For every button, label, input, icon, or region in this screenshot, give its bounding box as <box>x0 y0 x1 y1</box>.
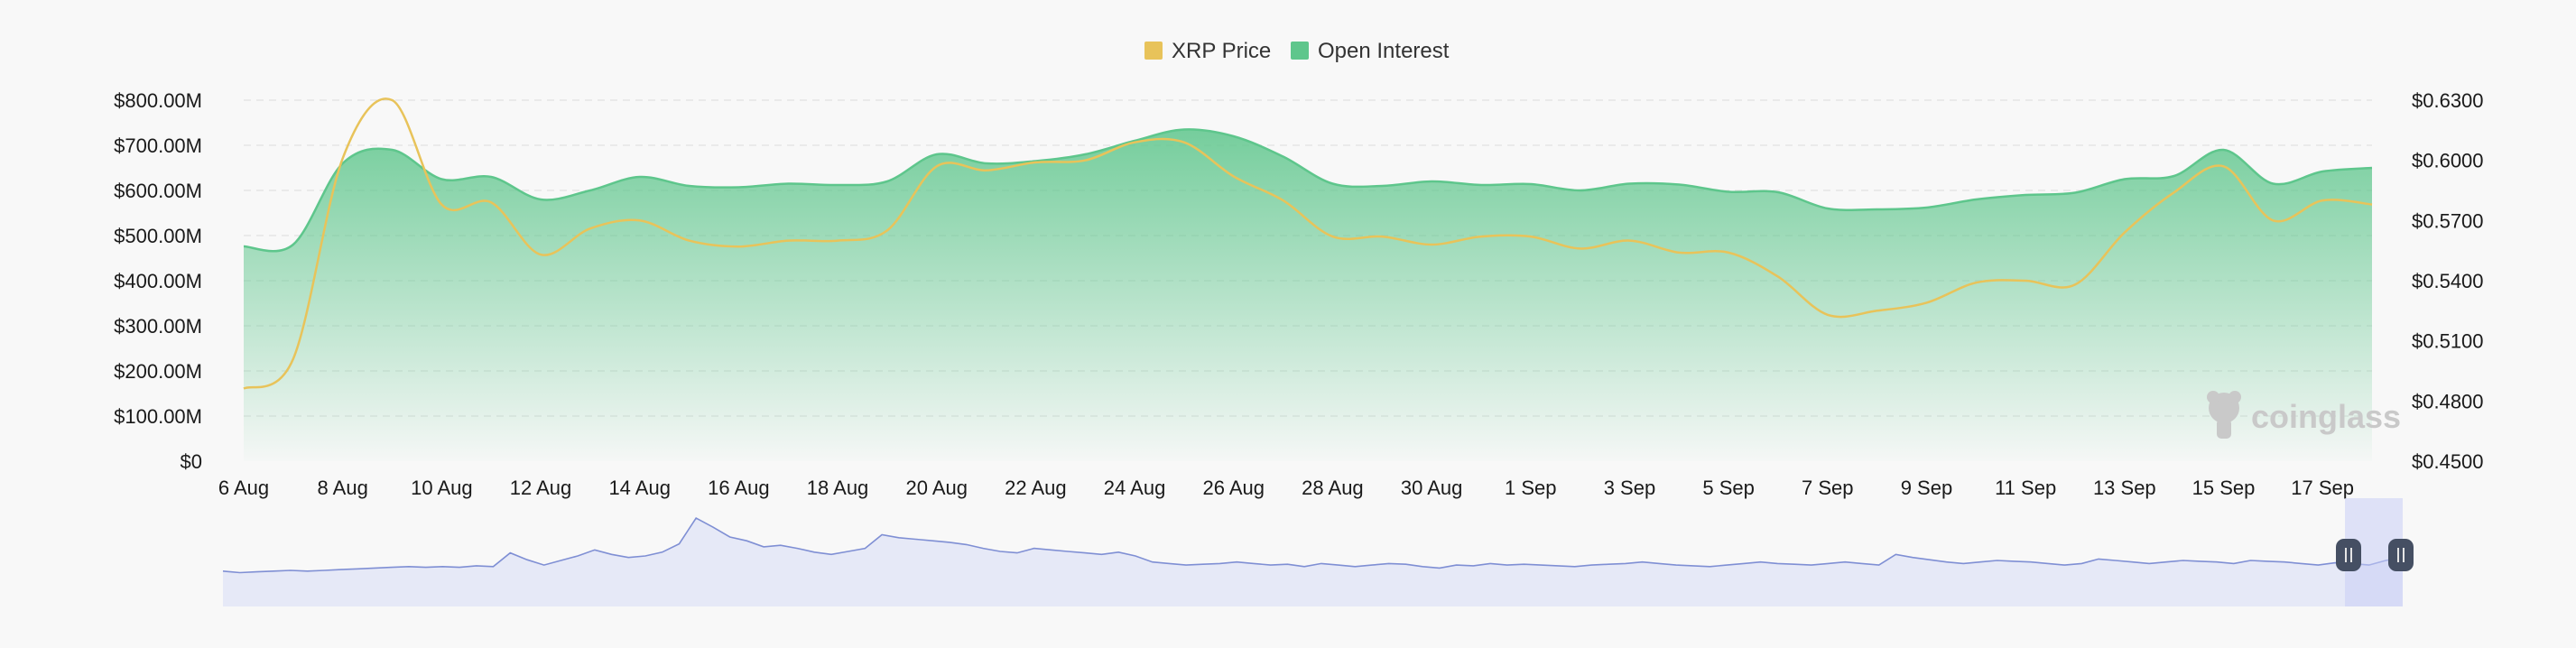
coinglass-watermark: coinglass <box>2207 391 2401 439</box>
navigator-line <box>222 516 2404 574</box>
x-axis-tick-label: 12 Aug <box>510 477 572 499</box>
x-axis: 6 Aug 8 Aug 10 Aug 12 Aug 14 Aug 16 Aug 18 Aug… <box>218 477 2354 499</box>
legend-item-open-interest[interactable]: Open Interest <box>1291 39 1450 63</box>
left-axis-tick-label: $700.00M <box>114 134 202 157</box>
x-axis-tick-label: 14 Aug <box>608 477 671 499</box>
x-axis-tick-label: 30 Aug <box>1401 477 1463 499</box>
x-axis-tick-label: 15 Sep <box>2192 477 2256 499</box>
right-axis-tick-label: $0.5700 <box>2412 209 2484 232</box>
open-interest-area <box>244 129 2372 461</box>
x-axis-tick-label: 5 Sep <box>1702 477 1755 499</box>
navigator-handle-left[interactable] <box>2336 539 2361 571</box>
navigator-handle-right[interactable] <box>2388 539 2414 571</box>
x-axis-tick-label: 9 Sep <box>1901 477 1953 499</box>
left-axis-tick-label: $0 <box>181 450 202 473</box>
left-axis-tick-label: $800.00M <box>114 89 202 112</box>
left-y-axis: $0 $100.00M $200.00M $300.00M $400.00M $500.0… <box>114 89 202 473</box>
x-axis-tick-label: 18 Aug <box>807 477 869 499</box>
right-axis-tick-label: $0.6300 <box>2412 89 2484 112</box>
open-interest-line <box>243 128 2373 253</box>
right-y-axis: $0.4500 $0.4800 $0.5100 $0.5400 $0.5700 $0.60… <box>2412 89 2484 473</box>
legend: XRP Price Open Interest <box>1144 39 1450 63</box>
legend-swatch-xrp-price <box>1144 42 1163 60</box>
xrp-price-line <box>243 97 2373 390</box>
x-axis-tick-label: 28 Aug <box>1302 477 1364 499</box>
x-axis-tick-label: 26 Aug <box>1202 477 1265 499</box>
x-axis-tick-label: 3 Sep <box>1604 477 1656 499</box>
left-axis-tick-label: $200.00M <box>114 360 202 383</box>
right-axis-tick-label: $0.5400 <box>2412 270 2484 292</box>
left-axis-tick-label: $600.00M <box>114 180 202 202</box>
right-axis-tick-label: $0.6000 <box>2412 150 2484 172</box>
x-axis-tick-label: 20 Aug <box>905 477 968 499</box>
x-axis-tick-label: 8 Aug <box>318 477 368 499</box>
left-axis-tick-label: $400.00M <box>114 270 202 292</box>
legend-swatch-open-interest <box>1291 42 1309 60</box>
left-axis-tick-label: $100.00M <box>114 405 202 428</box>
watermark-text: coinglass <box>2251 398 2401 435</box>
right-axis-tick-label: $0.5100 <box>2412 330 2484 353</box>
coinglass-logo-icon <box>2207 391 2241 439</box>
right-axis-tick-label: $0.4500 <box>2412 450 2484 473</box>
x-axis-tick-label: 11 Sep <box>1995 477 2056 499</box>
legend-label-open-interest: Open Interest <box>1318 39 1450 63</box>
x-axis-tick-label: 17 Sep <box>2291 477 2354 499</box>
x-axis-tick-label: 22 Aug <box>1005 477 1067 499</box>
navigator-area <box>223 518 2403 606</box>
x-axis-tick-label: 7 Sep <box>1802 477 1854 499</box>
navigator[interactable] <box>222 498 2414 606</box>
left-axis-tick-label: $500.00M <box>114 225 202 247</box>
x-axis-tick-label: 13 Sep <box>2093 477 2156 499</box>
open-interest-area-layer <box>243 128 2373 461</box>
x-axis-tick-label: 1 Sep <box>1505 477 1557 499</box>
legend-label-xrp-price: XRP Price <box>1172 39 1271 63</box>
navigator-series-layer <box>222 516 2404 606</box>
legend-item-xrp-price[interactable]: XRP Price <box>1144 39 1271 63</box>
x-axis-tick-label: 24 Aug <box>1104 477 1166 499</box>
x-axis-tick-label: 16 Aug <box>708 477 770 499</box>
right-axis-tick-label: $0.4800 <box>2412 390 2484 412</box>
left-axis-tick-label: $300.00M <box>114 315 202 338</box>
x-axis-tick-label: 10 Aug <box>411 477 473 499</box>
xrp-price-line-layer <box>243 97 2373 390</box>
x-axis-tick-label: 6 Aug <box>218 477 269 499</box>
